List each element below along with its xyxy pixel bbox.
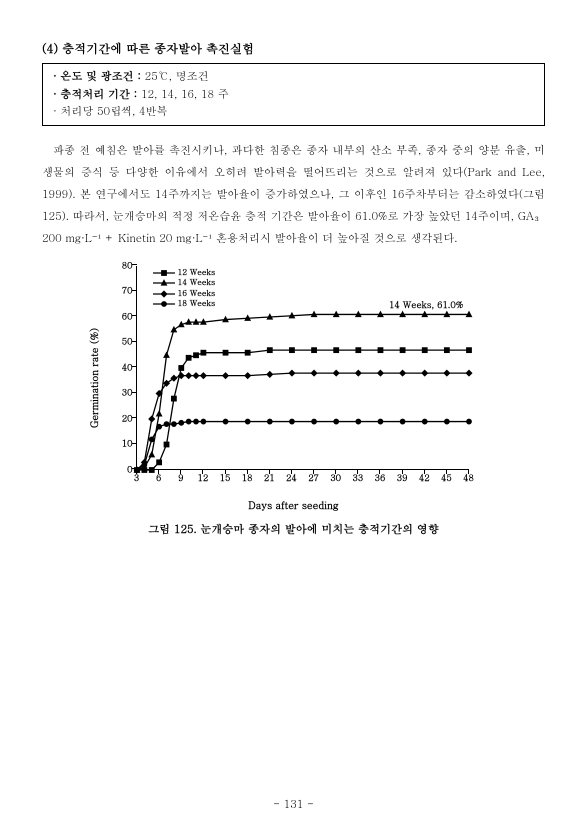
box-line-1: · 온도 및 광조건 : 25℃, 명조건 xyxy=(53,68,534,86)
box-label-2: · 층적처리 기간 : xyxy=(53,87,141,102)
chart-plot-area: 12 Weeks14 Weeks16 Weeks18 Weeks 14 Week… xyxy=(136,266,468,470)
box-line-2: · 층적처리 기간 : 12, 14, 16, 18 주 xyxy=(53,86,534,104)
conditions-box: · 온도 및 광조건 : 25℃, 명조건 · 층적처리 기간 : 12, 14… xyxy=(42,63,545,126)
box-line-3: · 처리당 50립씩, 4반복 xyxy=(53,103,534,121)
chart-svg xyxy=(137,266,468,469)
chart-figure: Germination rate (%) 12 Weeks14 Weeks16 … xyxy=(104,260,484,512)
chart-xlabel: Days after seeding xyxy=(104,498,484,512)
figure-caption: 그림 125. 눈개승마 종자의 발아에 미치는 층적기간의 영향 xyxy=(42,522,545,537)
box-val-1: 25℃, 명조건 xyxy=(145,69,209,84)
page-number: - 131 - xyxy=(0,797,587,812)
body-paragraph: 파종 전 예침은 발아를 촉진시키나, 과다한 침종은 종자 내부의 산소 부족… xyxy=(42,140,545,250)
box-val-2: 12, 14, 16, 18 주 xyxy=(141,87,229,102)
section-title: (4) 층적기간에 따른 종자발아 촉진실험 xyxy=(42,40,545,57)
chart-ylabel: Germination rate (%) xyxy=(87,328,101,428)
box-label-1: · 온도 및 광조건 : xyxy=(53,69,145,84)
